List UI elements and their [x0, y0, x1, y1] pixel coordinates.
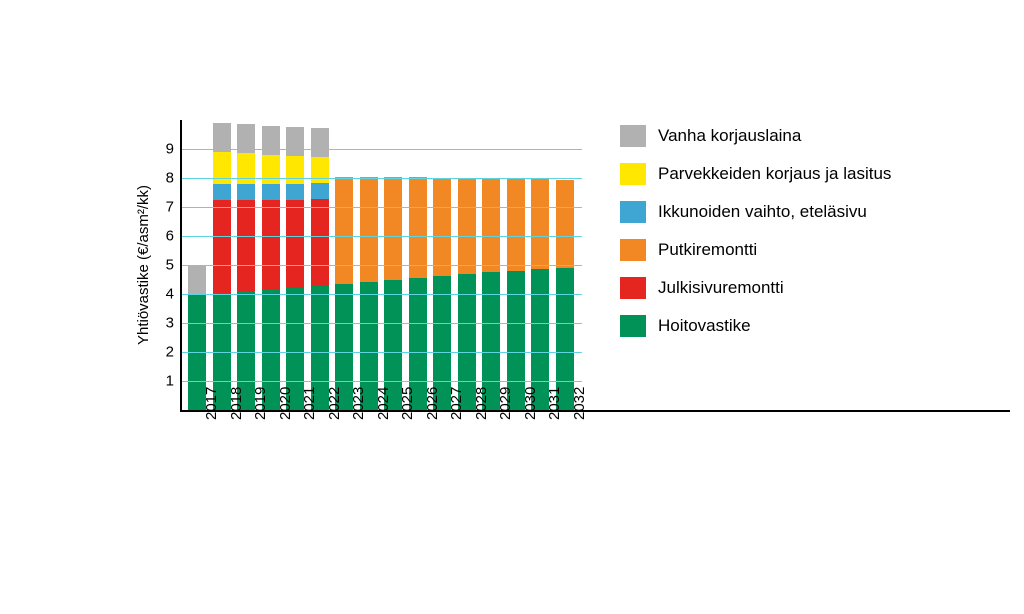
ytick-label: 5 [144, 257, 174, 274]
bar-segment-julkisivuremontti [262, 200, 280, 290]
legend-label: Ikkunoiden vaihto, eteläsivu [658, 202, 867, 222]
bar-column [286, 127, 304, 410]
legend-swatch [620, 163, 646, 185]
gridline [182, 207, 582, 208]
xtick-label: 2028 [473, 387, 490, 420]
bar-segment-parvekkeiden [286, 156, 304, 184]
xtick-label: 2024 [375, 387, 392, 420]
gridline [182, 236, 582, 237]
xtick-label: 2019 [252, 387, 269, 420]
bar-segment-putkiremontti [482, 179, 500, 273]
gridline [182, 381, 582, 382]
bar-column [213, 123, 231, 410]
legend-item-putkiremontti: Putkiremontti [620, 239, 891, 261]
xtick-label: 2020 [277, 387, 294, 420]
legend-label: Julkisivuremontti [658, 278, 784, 298]
legend-item-vanha: Vanha korjauslaina [620, 125, 891, 147]
legend-item-parvekkeiden: Parvekkeiden korjaus ja lasitus [620, 163, 891, 185]
bar-segment-vanha [286, 127, 304, 156]
xtick-label: 2022 [326, 387, 343, 420]
bar-column [262, 126, 280, 410]
ytick-label: 2 [144, 344, 174, 361]
xtick-label: 2021 [301, 387, 318, 420]
ytick-label: 3 [144, 315, 174, 332]
bar-segment-julkisivuremontti [213, 200, 231, 293]
xtick-label: 2032 [571, 387, 588, 420]
bar-segment-parvekkeiden [213, 152, 231, 184]
bar-segment-parvekkeiden [311, 157, 329, 183]
ytick-label: 6 [144, 228, 174, 245]
bar-segment-ikkunoiden [262, 184, 280, 200]
bar-segment-ikkunoiden [311, 183, 329, 199]
xtick-label: 2027 [448, 387, 465, 420]
legend-swatch [620, 277, 646, 299]
xtick-label: 2029 [497, 387, 514, 420]
bar-segment-putkiremontti [360, 177, 378, 282]
legend-label: Putkiremontti [658, 240, 757, 260]
bar-segment-julkisivuremontti [237, 200, 255, 291]
bar-segment-ikkunoiden [213, 184, 231, 200]
bar-segment-putkiremontti [556, 180, 574, 268]
ytick-label: 9 [144, 141, 174, 158]
bar-segment-putkiremontti [458, 179, 476, 275]
xtick-label: 2031 [546, 387, 563, 420]
xtick-label: 2018 [228, 387, 245, 420]
legend-item-julkisivuremontti: Julkisivuremontti [620, 277, 891, 299]
legend-swatch [620, 239, 646, 261]
bar-segment-ikkunoiden [237, 184, 255, 200]
gridline [182, 323, 582, 324]
ytick-label: 4 [144, 286, 174, 303]
bar-segment-parvekkeiden [262, 155, 280, 184]
bar-segment-ikkunoiden [286, 184, 304, 200]
xtick-label: 2026 [424, 387, 441, 420]
bar-segment-julkisivuremontti [311, 199, 329, 286]
bar-segment-vanha [311, 128, 329, 157]
legend: Vanha korjauslaina Parvekkeiden korjaus j… [620, 125, 891, 353]
legend-label: Parvekkeiden korjaus ja lasitus [658, 164, 891, 184]
bar-column [237, 124, 255, 410]
bar-segment-putkiremontti [409, 177, 427, 278]
legend-item-hoitovastike: Hoitovastike [620, 315, 891, 337]
stacked-bar-chart: Yhtiövastike (€/asm²/kk) 123456789201720… [140, 120, 580, 430]
xtick-label: 2030 [522, 387, 539, 420]
ytick-label: 1 [144, 373, 174, 390]
gridline [182, 178, 582, 179]
bar-segment-julkisivuremontti [286, 200, 304, 288]
xtick-label: 2023 [350, 387, 367, 420]
gridline [182, 294, 582, 295]
bar-segment-putkiremontti [531, 179, 549, 269]
plot-area [180, 120, 582, 412]
bar-segment-vanha [213, 123, 231, 152]
ytick-label: 8 [144, 170, 174, 187]
bar-segment-parvekkeiden [237, 153, 255, 183]
legend-swatch [620, 201, 646, 223]
ytick-label: 7 [144, 199, 174, 216]
legend-label: Hoitovastike [658, 316, 751, 336]
baseline-extension [580, 410, 1010, 412]
xtick-label: 2017 [203, 387, 220, 420]
bar-segment-putkiremontti [335, 177, 353, 284]
legend-swatch [620, 125, 646, 147]
legend-label: Vanha korjauslaina [658, 126, 801, 146]
legend-swatch [620, 315, 646, 337]
gridline [182, 265, 582, 266]
bar-segment-vanha [188, 265, 206, 294]
gridline [182, 149, 582, 150]
bar-column [311, 128, 329, 410]
bar-segment-vanha [262, 126, 280, 155]
xtick-label: 2025 [399, 387, 416, 420]
gridline [182, 352, 582, 353]
legend-item-ikkunoiden: Ikkunoiden vaihto, eteläsivu [620, 201, 891, 223]
bar-segment-putkiremontti [433, 178, 451, 276]
bar-column [556, 180, 574, 410]
bar-segment-putkiremontti [507, 179, 525, 271]
